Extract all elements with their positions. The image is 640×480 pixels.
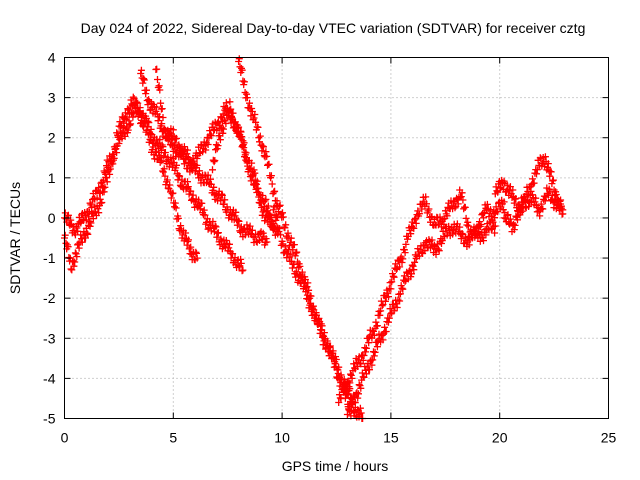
series-track-h — [335, 186, 499, 406]
y-tick-label: -5 — [43, 411, 56, 427]
series-track-e — [209, 98, 277, 234]
x-axis-label: GPS time / hours — [282, 458, 389, 474]
y-tick-label: 1 — [48, 170, 56, 186]
x-tick-label: 5 — [169, 430, 177, 446]
chart-title: Day 024 of 2022, Sidereal Day-to-day VTE… — [81, 20, 586, 36]
x-tick-label: 25 — [601, 430, 617, 446]
x-tick-label: 20 — [492, 430, 508, 446]
y-tick-label: -1 — [43, 250, 56, 266]
plot-frame — [64, 57, 609, 419]
y-tick-label: 0 — [48, 210, 56, 226]
y-axis-label: SDTVAR / TECUs — [7, 182, 23, 294]
x-tick-label: 10 — [274, 430, 290, 446]
plus-markers — [343, 196, 508, 418]
y-tick-label: -3 — [43, 330, 56, 346]
axis-ticks: -5 -4 -3 -2 -1 0 1 2 3 4 0 5 10 15 20 25 — [43, 50, 616, 446]
series-track-i — [343, 196, 508, 418]
plus-markers — [335, 186, 499, 406]
y-tick-label: 2 — [48, 130, 56, 146]
x-tick-label: 0 — [61, 430, 69, 446]
series-track-k — [500, 184, 567, 236]
y-tick-label: 3 — [48, 90, 56, 106]
plus-markers — [209, 98, 277, 234]
x-tick-label: 15 — [383, 430, 399, 446]
plus-markers — [500, 184, 567, 236]
y-tick-label: -2 — [43, 290, 56, 306]
y-tick-label: 4 — [48, 50, 56, 66]
grid-lines — [64, 57, 609, 419]
y-tick-label: -4 — [43, 370, 56, 386]
data-series — [61, 55, 567, 422]
